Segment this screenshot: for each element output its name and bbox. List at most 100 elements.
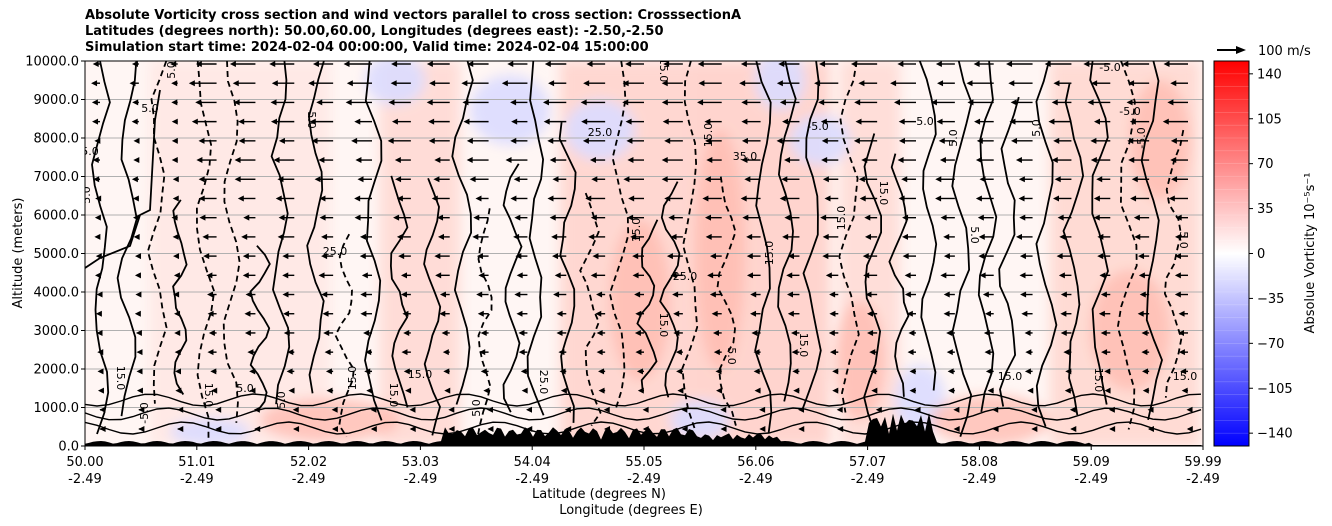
wind-vector-head — [1128, 157, 1135, 164]
wind-vector-head — [865, 291, 872, 298]
wind-vector-head — [1134, 233, 1141, 240]
contour-label: 5.0 — [141, 102, 159, 115]
wind-vector-head — [462, 99, 469, 106]
wind-vector-head — [836, 406, 843, 413]
contour-negative — [1163, 129, 1185, 398]
wind-vector-head — [793, 387, 800, 394]
wind-vector-head — [1051, 157, 1058, 164]
contour-label: 15.0 — [657, 58, 670, 83]
x-tick-label-lat: 50.00 — [66, 455, 103, 470]
contour-positive — [451, 61, 474, 405]
wind-vector-head — [1141, 349, 1148, 356]
wind-vector-head — [784, 157, 791, 164]
wind-vector-head — [901, 176, 908, 183]
contour-positive — [1140, 61, 1163, 420]
wind-vector-head — [1053, 137, 1060, 144]
wind-vector-head — [448, 406, 455, 413]
wind-vector-head — [673, 329, 680, 336]
wind-vector-head — [1054, 176, 1061, 183]
wind-vector-head — [869, 349, 876, 356]
wind-vector-head — [753, 368, 760, 375]
wind-vector-head — [1100, 291, 1107, 298]
wind-vector-head — [483, 387, 490, 394]
contour-label: -5.0 — [1119, 105, 1140, 118]
wind-vector-head — [244, 329, 251, 336]
wind-vector-head — [321, 253, 328, 260]
wind-vector-head — [814, 80, 821, 87]
contour-lowlevel — [85, 393, 1202, 407]
wind-vector-head — [287, 349, 294, 356]
contour-negative — [476, 208, 493, 438]
wind-vector-head — [196, 157, 203, 164]
contour-negative — [838, 61, 860, 413]
wind-vector-head — [516, 272, 523, 279]
wind-vector-head — [1093, 118, 1100, 125]
wind-vector-head — [95, 272, 102, 279]
contour-label: 15.0 — [702, 123, 715, 148]
wind-vector-head — [982, 291, 989, 298]
wind-vector-head — [1181, 387, 1188, 394]
wind-vector-head — [1104, 387, 1111, 394]
wind-vector-head — [253, 406, 260, 413]
wind-vector-head — [898, 195, 905, 202]
wind-vector-head — [788, 253, 795, 260]
wind-vector-head — [318, 272, 325, 279]
wind-vector-head — [1091, 80, 1098, 87]
wind-vector-head — [782, 118, 789, 125]
wind-vector-head — [716, 387, 723, 394]
wind-vector-head — [909, 368, 916, 375]
wind-vector-head — [283, 329, 290, 336]
wind-vector-head — [975, 195, 982, 202]
contour-label: 5.0 — [947, 129, 960, 147]
wind-vector-head — [311, 137, 318, 144]
wind-vector-head — [591, 176, 598, 183]
wind-vector-head — [554, 272, 561, 279]
wind-vector-head — [741, 157, 748, 164]
wind-vector-head — [875, 406, 882, 413]
wind-vector-head — [370, 406, 377, 413]
wind-vector-head — [275, 195, 282, 202]
wind-vector-head — [359, 233, 366, 240]
wind-vector-head — [325, 368, 332, 375]
wind-vector-head — [238, 137, 245, 144]
wind-vector-head — [1016, 233, 1023, 240]
contour-label: 15.0 — [998, 370, 1023, 383]
colorbar-tick-label: 35 — [1257, 202, 1274, 217]
x-tick-label-lon: -2.49 — [851, 472, 885, 487]
wind-vector-head — [592, 253, 599, 260]
wind-vector-head — [319, 195, 326, 202]
wind-vector-head — [596, 291, 603, 298]
wind-vector-head — [402, 310, 409, 317]
wind-vector-head — [195, 99, 202, 106]
wind-vector-head — [1018, 195, 1025, 202]
wind-vector-head — [937, 80, 944, 87]
y-tick-label: 9000.0 — [34, 93, 80, 108]
wind-vector-head — [897, 157, 904, 164]
contour-positive — [754, 61, 773, 434]
x-axis-label-lat: Latitude (degrees N) — [532, 487, 666, 502]
wind-vector-head — [1064, 387, 1071, 394]
wind-vector-head — [174, 329, 181, 336]
wind-vector-head — [428, 118, 435, 125]
wind-vector-head — [824, 195, 831, 202]
wind-vector-head — [393, 214, 400, 221]
contour-label: 5.0 — [916, 115, 934, 128]
contour-label: 25.0 — [673, 270, 698, 283]
x-tick-label-lat: 55.05 — [625, 455, 662, 470]
wind-vector-head — [677, 387, 684, 394]
wind-vector-head — [234, 157, 241, 164]
wind-vector-head — [472, 233, 479, 240]
x-tick-label-lat: 52.02 — [290, 455, 327, 470]
y-tick-label: 5000.0 — [34, 247, 80, 262]
wind-vector-head — [1024, 329, 1031, 336]
wind-vector-head — [776, 80, 783, 87]
wind-vector-head — [1180, 368, 1187, 375]
wind-vector-head — [476, 253, 483, 260]
wind-vector-head — [207, 349, 214, 356]
wind-vector-head — [171, 137, 178, 144]
wind-vector-head — [894, 99, 901, 106]
wind-vector-head — [173, 272, 180, 279]
wind-vector-head — [403, 329, 410, 336]
wind-vector-head — [170, 61, 177, 67]
